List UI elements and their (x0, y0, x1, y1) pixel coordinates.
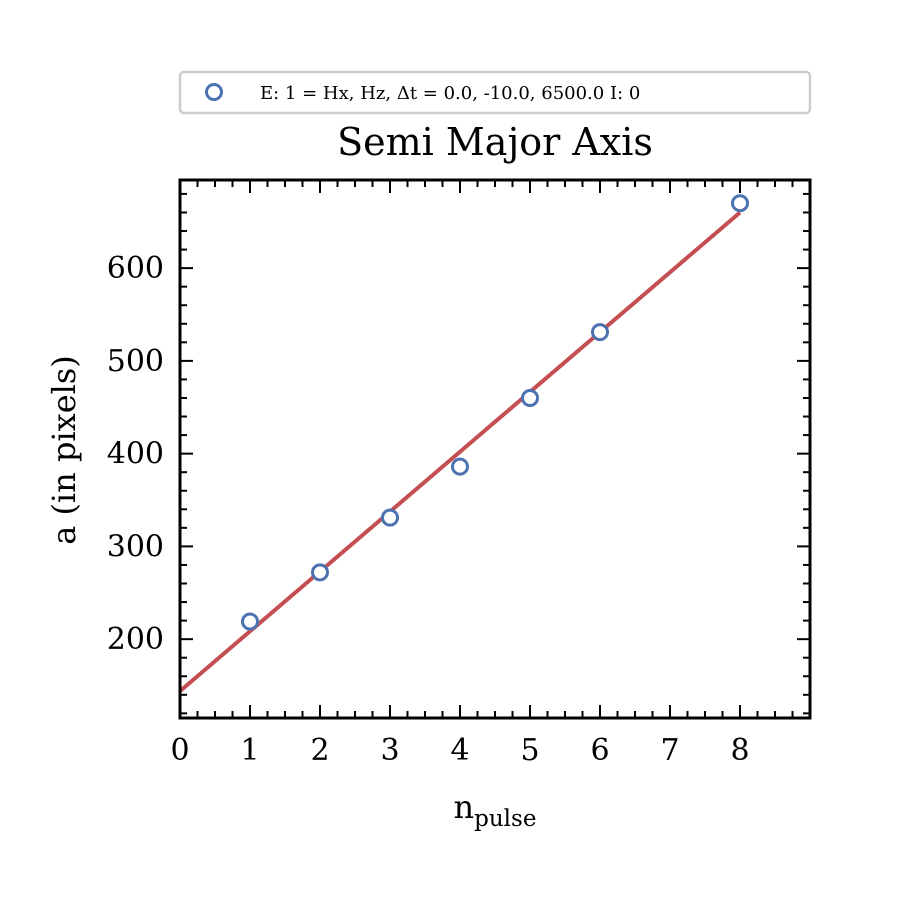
plot-frame (178, 178, 812, 720)
data-point (521, 388, 539, 407)
x-axis-label-subscript: pulse (474, 806, 536, 832)
x-tick-label: 5 (520, 733, 539, 768)
x-axis-label-main: n (454, 788, 475, 826)
ticks-layer (179, 180, 811, 718)
data-point (241, 612, 259, 631)
x-tick-label: 6 (590, 733, 609, 768)
x-tick-label: 1 (240, 733, 259, 768)
y-tick-labels: 200 300 400 500 600 (107, 251, 164, 657)
x-tick-label: 2 (310, 733, 329, 768)
x-tick-label: 4 (450, 733, 469, 768)
y-axis-label: a (in pixels) (45, 355, 83, 545)
legend-box (178, 70, 812, 115)
x-tick-label: 8 (730, 733, 749, 768)
x-axis-label: npulse (454, 788, 537, 832)
fit-layer (178, 210, 742, 693)
data-point (451, 457, 469, 476)
y-tick-label: 400 (107, 437, 164, 472)
points-layer (241, 194, 749, 631)
x-tick-label: 0 (170, 733, 189, 768)
y-tick-label: 200 (107, 622, 164, 657)
legend: E: 1 = Hx, Hz, Δt = 0.0, -10.0, 6500.0 I… (178, 70, 812, 115)
x-tick-label: 3 (380, 733, 399, 768)
fit-line (178, 210, 742, 693)
data-point (591, 323, 609, 342)
y-tick-label: 600 (107, 251, 164, 286)
y-tick-label: 300 (107, 529, 164, 564)
data-point (311, 563, 329, 582)
legend-marker (205, 83, 223, 101)
y-tick-label: 500 (107, 344, 164, 379)
data-point (381, 508, 399, 527)
legend-label: E: 1 = Hx, Hz, Δt = 0.0, -10.0, 6500.0 I… (260, 83, 640, 104)
data-point (731, 194, 749, 213)
chart-title: Semi Major Axis (337, 120, 653, 164)
x-tick-label: 7 (660, 733, 679, 768)
x-tick-labels: 0 1 2 3 4 5 6 7 8 (170, 733, 749, 768)
